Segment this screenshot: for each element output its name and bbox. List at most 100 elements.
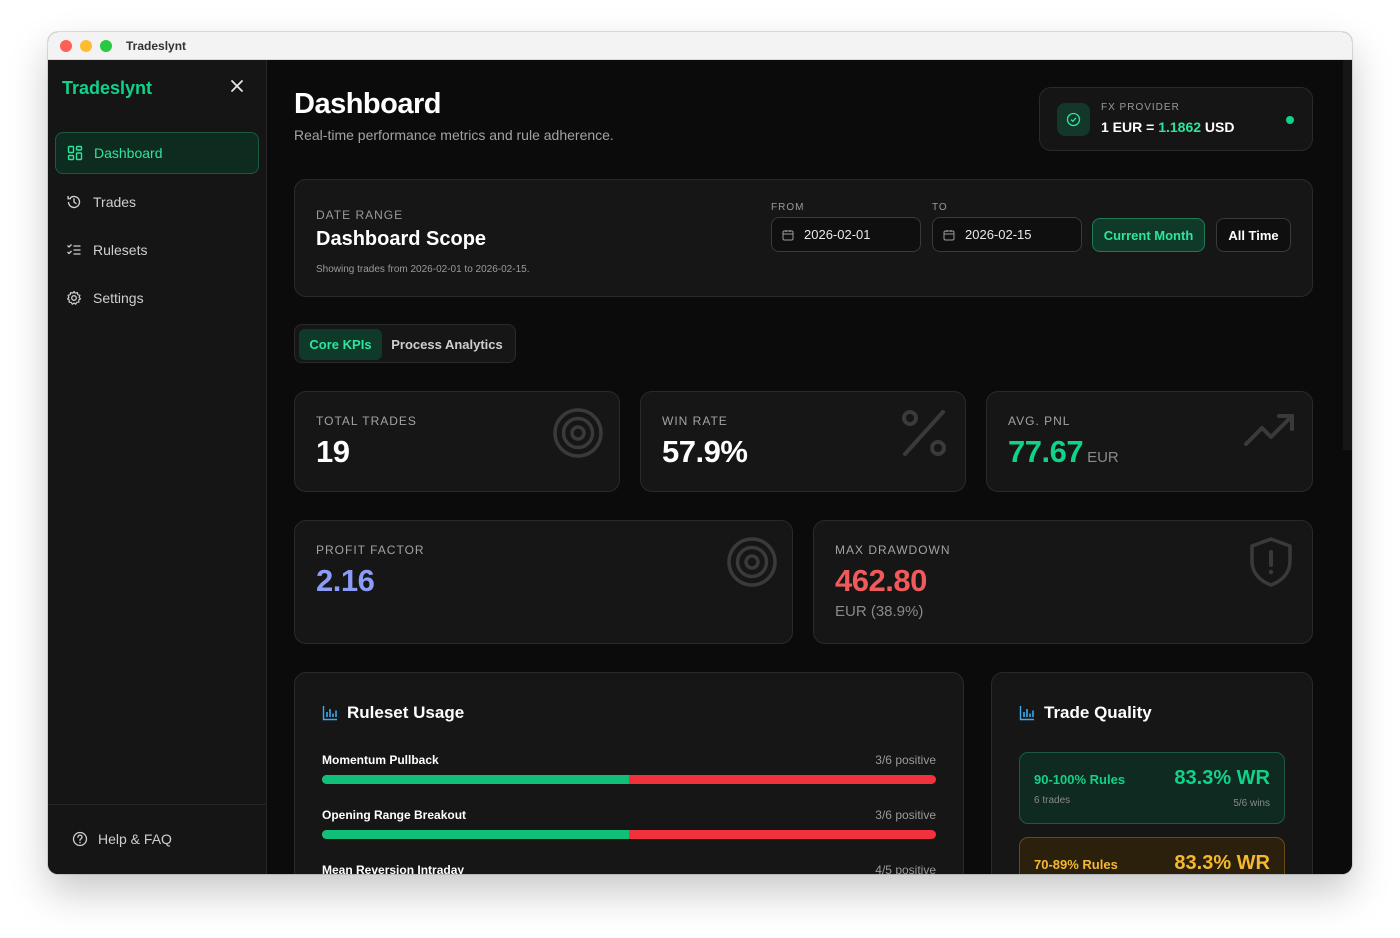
- brand-logo: Tradeslynt: [62, 78, 153, 98]
- kpi-label: PROFIT FACTOR: [316, 543, 425, 557]
- close-icon: [231, 80, 243, 92]
- date-range-card: DATE RANGE Dashboard Scope Showing trade…: [294, 179, 1313, 297]
- fx-status-badge: [1057, 103, 1090, 136]
- ruleset-name: Mean Reversion Intraday: [322, 863, 465, 874]
- kpi-card-profit-factor: PROFIT FACTOR 2.16: [294, 520, 793, 644]
- trade-quality-title: Trade Quality: [1019, 703, 1152, 723]
- page-subtitle: Real-time performance metrics and rule a…: [294, 127, 614, 143]
- ruleset-name: Momentum Pullback: [322, 753, 439, 767]
- quality-bucket-name: 90-100% Rules: [1034, 772, 1126, 787]
- kpi-label: MAX DRAWDOWN: [835, 543, 951, 557]
- ruleset-usage-card: Ruleset Usage Momentum Pullback 3/6 posit…: [294, 672, 964, 874]
- avg-pnl-value: 77.67: [1008, 434, 1084, 469]
- bar-chart-icon: [322, 706, 337, 721]
- window-title: Tradeslynt: [126, 38, 187, 53]
- kpi-value: 2.16: [316, 563, 375, 598]
- quality-bucket-wr: 83.3% WR: [1174, 852, 1270, 874]
- ruleset-progress-bar: [322, 830, 936, 839]
- sidebar: Tradeslynt Dashboard Trades Rulesets Set…: [48, 60, 267, 874]
- sidebar-item-label: Rulesets: [93, 242, 148, 258]
- sidebar-item-trades[interactable]: Trades: [55, 181, 259, 223]
- tab-process-analytics[interactable]: Process Analytics: [391, 337, 503, 352]
- page-title: Dashboard: [294, 88, 441, 120]
- ruleset-stat: 3/6 positive: [875, 753, 936, 767]
- calendar-icon: [782, 229, 794, 240]
- title-bar: Tradeslynt: [48, 32, 1352, 60]
- trending-up-icon: [1244, 414, 1294, 446]
- kpi-label: TOTAL TRADES: [316, 414, 417, 428]
- app-window: Tradeslynt Tradeslynt Dashboard Trades R…: [48, 32, 1352, 874]
- ruleset-usage-title: Ruleset Usage: [322, 703, 464, 723]
- ruleset-name: Opening Range Breakout: [322, 808, 467, 822]
- ruleset-progress-fill: [322, 775, 629, 784]
- main-content: Dashboard Real-time performance metrics …: [267, 60, 1352, 874]
- quality-bucket-name: 70-89% Rules: [1034, 857, 1118, 872]
- kpi-label: AVG. PNL: [1008, 414, 1071, 428]
- gear-icon: [66, 290, 82, 305]
- close-window-button[interactable]: [60, 39, 72, 52]
- help-faq-label: Help & FAQ: [98, 831, 172, 847]
- checklist-icon: [67, 244, 81, 255]
- target-icon: [553, 408, 603, 458]
- close-sidebar-button[interactable]: [228, 78, 246, 96]
- quality-bucket-90-100: 90-100% Rules 83.3% WR 6 trades 5/6 wins: [1019, 752, 1285, 824]
- percent-icon: [902, 410, 946, 456]
- date-range-title: Dashboard Scope: [316, 228, 487, 250]
- kpi-value: 57.9%: [662, 434, 748, 469]
- fx-rate-prefix: 1 EUR =: [1101, 119, 1159, 135]
- kpi-tabs: Core KPIs Process Analytics: [294, 324, 516, 363]
- zoom-window-button[interactable]: [100, 39, 112, 52]
- ruleset-stat: 4/5 positive: [875, 863, 936, 874]
- sidebar-item-rulesets[interactable]: Rulesets: [55, 229, 259, 271]
- from-label: FROM: [771, 202, 805, 213]
- date-range-label: DATE RANGE: [316, 208, 404, 222]
- tab-core-kpis[interactable]: Core KPIs: [299, 329, 382, 360]
- sidebar-item-label: Trades: [93, 194, 137, 210]
- help-faq-link[interactable]: Help & FAQ: [72, 831, 172, 847]
- sidebar-footer: Help & FAQ: [48, 804, 266, 874]
- ruleset-progress-fill: [322, 830, 629, 839]
- from-date-input[interactable]: 2026-02-01: [771, 217, 921, 252]
- quality-bucket-count: 6 trades: [1034, 795, 1071, 806]
- sidebar-item-settings[interactable]: Settings: [55, 277, 259, 319]
- kpi-card-total-trades: TOTAL TRADES 19: [294, 391, 620, 492]
- kpi-card-avg-pnl: AVG. PNL 77.67 EUR: [986, 391, 1313, 492]
- to-date-input[interactable]: 2026-02-15: [932, 217, 1082, 252]
- quality-bucket-70-89: 70-89% Rules 83.3% WR: [1019, 837, 1285, 874]
- kpi-value: 19: [316, 434, 350, 469]
- help-circle-icon: [72, 831, 88, 847]
- trade-quality-card: Trade Quality 90-100% Rules 83.3% WR 6 t…: [991, 672, 1313, 874]
- sidebar-item-dashboard[interactable]: Dashboard: [55, 132, 259, 174]
- check-circle-icon: [1066, 112, 1081, 127]
- ruleset-progress-bar: [322, 775, 936, 784]
- kpi-value: 462.80: [835, 563, 927, 598]
- bar-chart-icon: [1019, 706, 1034, 721]
- kpi-label: WIN RATE: [662, 414, 728, 428]
- minimize-window-button[interactable]: [80, 39, 92, 52]
- scrollbar[interactable]: [1343, 60, 1352, 450]
- sidebar-item-label: Dashboard: [94, 145, 163, 161]
- trade-quality-label: Trade Quality: [1044, 703, 1152, 722]
- fx-provider-label: FX PROVIDER: [1101, 102, 1180, 113]
- shield-alert-icon: [1250, 537, 1292, 587]
- fx-rate: 1 EUR = 1.1862 USD: [1101, 119, 1234, 135]
- kpi-value: 77.67 EUR: [1008, 434, 1119, 470]
- kpi-sub: EUR (38.9%): [835, 603, 924, 620]
- fx-provider-card: FX PROVIDER 1 EUR = 1.1862 USD: [1039, 87, 1313, 151]
- fx-rate-suffix: USD: [1201, 119, 1235, 135]
- quality-bucket-wr: 83.3% WR: [1174, 767, 1270, 789]
- target-icon: [727, 537, 777, 587]
- fx-status-dot: [1286, 116, 1294, 124]
- to-label: TO: [932, 202, 948, 213]
- avg-pnl-unit: EUR: [1087, 449, 1119, 466]
- fx-rate-value: 1.1862: [1158, 119, 1202, 135]
- kpi-card-max-drawdown: MAX DRAWDOWN 462.80 EUR (38.9%): [813, 520, 1313, 644]
- kpi-card-win-rate: WIN RATE 57.9%: [640, 391, 966, 492]
- history-icon: [67, 195, 81, 209]
- all-time-button[interactable]: All Time: [1216, 218, 1291, 252]
- calendar-icon: [943, 229, 955, 240]
- current-month-button[interactable]: Current Month: [1092, 218, 1205, 252]
- quality-bucket-wins: 5/6 wins: [1233, 798, 1270, 809]
- from-date-value: 2026-02-01: [804, 227, 871, 242]
- ruleset-usage-label: Ruleset Usage: [347, 703, 465, 722]
